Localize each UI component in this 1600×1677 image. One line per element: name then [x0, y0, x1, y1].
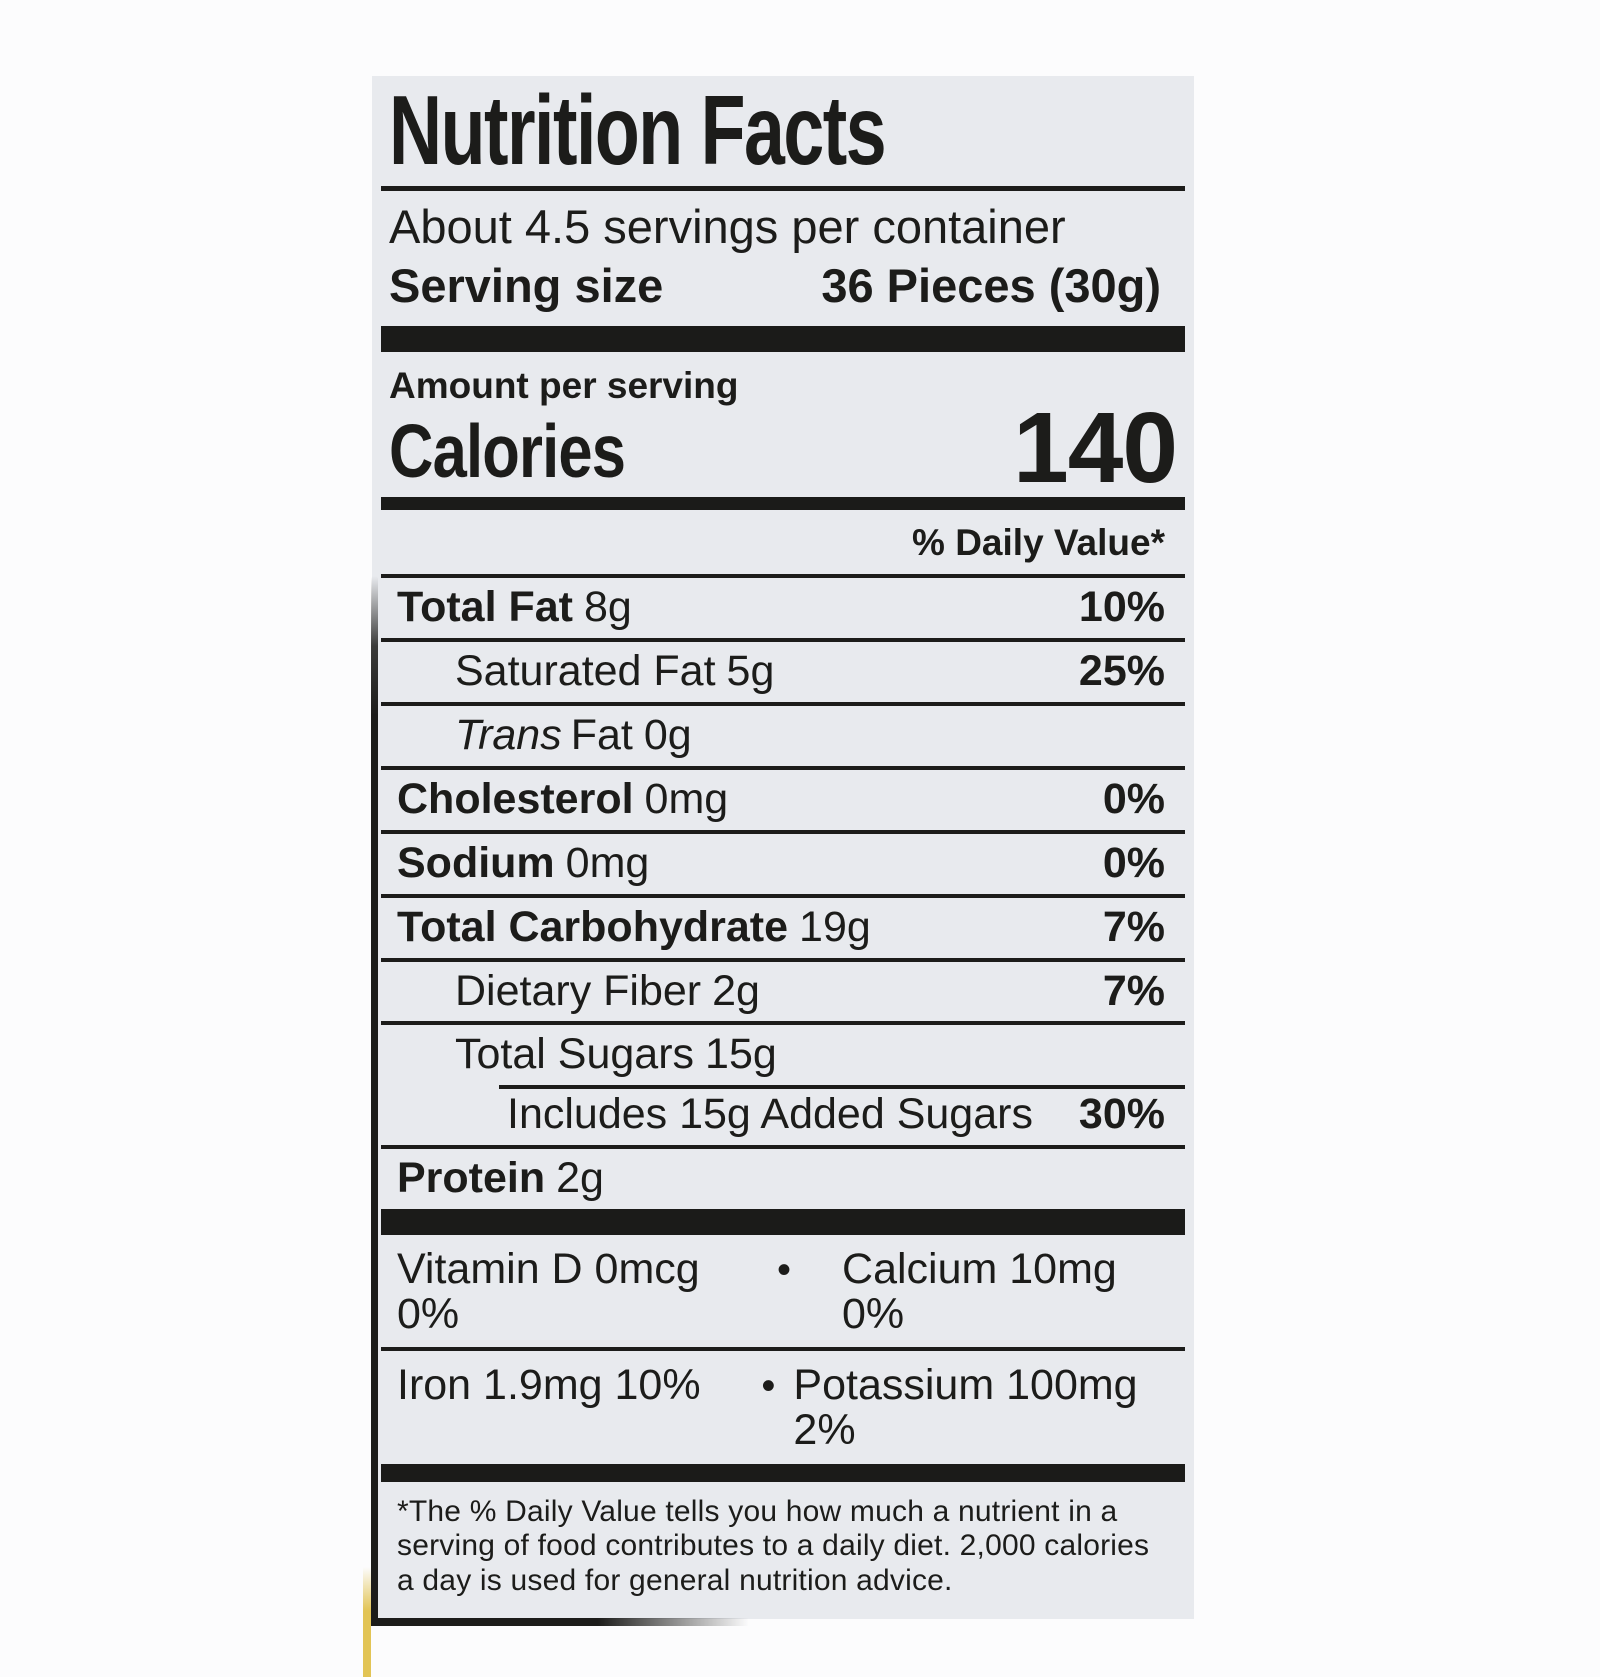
nutrient-name: Saturated Fat — [455, 647, 716, 696]
footnote-line: a day is used for general nutrition advi… — [397, 1564, 953, 1598]
photo-page: { "label": { "title": "Nutrition Facts",… — [363, 76, 1194, 1677]
nutrient-row-protein: Protein 2g — [381, 1145, 1185, 1209]
micronutrient-row-2: Iron 1.9mg 10% • Potassium 100mg 2% — [381, 1347, 1185, 1463]
nutrient-dv: 10% — [1078, 583, 1165, 632]
label-bottom-border — [371, 1617, 750, 1626]
serving-size-label: Serving size — [389, 259, 664, 313]
nutrient-dv: 30% — [1078, 1090, 1165, 1139]
serving-size-value: 36 Pieces (30g) — [821, 259, 1161, 313]
calories-label: Calories — [389, 409, 626, 494]
nutrient-row-total-sugars: Total Sugars 15g — [381, 1021, 1185, 1085]
nutrient-row-sodium: Sodium 0mg 0% — [381, 829, 1185, 894]
nutrient-dv: 25% — [1078, 647, 1165, 696]
footnote: *The % Daily Value tells you how much a … — [381, 1482, 1185, 1619]
nutrient-amount: 2g — [712, 966, 760, 1015]
potassium-value: Potassium 100mg 2% — [793, 1361, 1138, 1455]
nutrient-row-saturated-fat: Saturated Fat 5g 25% — [381, 638, 1185, 702]
micronutrient-row-1: Vitamin D 0mcg 0% • Calcium 10mg 0% — [381, 1235, 1185, 1347]
footnote-line: serving of food contributes to a daily d… — [397, 1529, 1150, 1563]
nutrient-row-dietary-fiber: Dietary Fiber 2g 7% — [381, 957, 1185, 1022]
nutrient-name: Cholesterol — [397, 775, 634, 824]
title-wrap: Nutrition Facts — [381, 75, 1185, 185]
calories-row: Calories 140 — [381, 392, 1185, 505]
nutrient-row-total-carbohydrate: Total Carbohydrate 19g 7% — [381, 893, 1185, 958]
package-edge-accent — [363, 1566, 371, 1677]
nutrient-row-total-fat: Total Fat 8g 10% — [381, 574, 1185, 638]
nutrient-dv: 7% — [1102, 902, 1165, 951]
nutrient-dv: 0% — [1102, 775, 1165, 824]
servings-per-container: About 4.5 servings per container — [389, 200, 1066, 254]
footnote-line: *The % Daily Value tells you how much a … — [397, 1494, 1118, 1528]
divider-bar-medium — [381, 497, 1185, 511]
nutrient-name: Total Carbohydrate — [397, 902, 789, 951]
vitamin-d-value: Vitamin D 0mcg 0% — [397, 1245, 700, 1339]
nutrient-amount: 2g — [556, 1154, 604, 1203]
divider-bar-thick — [381, 326, 1185, 353]
bullet-separator: • — [761, 1364, 776, 1409]
nutrient-amount: 0mg — [644, 775, 729, 824]
nutrient-name: Protein — [397, 1154, 546, 1203]
nutrition-facts-label: Nutrition Facts About 4.5 servings per c… — [363, 75, 1194, 1677]
calories-value: 140 — [1013, 392, 1178, 505]
nutrient-amount: 8g — [583, 583, 632, 632]
nutrient-row-added-sugars: Includes 15g Added Sugars 30% — [381, 1085, 1185, 1145]
nutrient-amount: 5g — [726, 647, 775, 696]
nutrient-name: Sodium — [397, 838, 555, 887]
divider-thin — [381, 186, 1185, 192]
nutrient-row-trans-fat: Trans Fat 0g — [381, 702, 1185, 766]
nutrient-name: Dietary Fiber — [455, 966, 702, 1015]
nutrient-amount: 0g — [643, 711, 692, 760]
trans-italic: Trans — [455, 711, 562, 760]
serving-size-row: Serving size 36 Pieces (30g) — [381, 251, 1185, 326]
amount-per-serving: Amount per serving — [389, 365, 739, 407]
bullet-separator: • — [776, 1248, 791, 1293]
nutrient-name: Trans Fat — [455, 711, 633, 760]
nutrient-name: Total Fat — [397, 583, 573, 632]
divider-bar-thick — [381, 1209, 1185, 1236]
nutrient-name: Includes 15g Added Sugars — [507, 1090, 1033, 1139]
nutrient-amount: 19g — [799, 902, 871, 951]
iron-value: Iron 1.9mg 10% — [397, 1361, 701, 1410]
divider-bar-medium — [381, 1463, 1185, 1482]
nutrition-facts-title: Nutrition Facts — [389, 75, 887, 185]
nutrient-dv: 0% — [1102, 838, 1165, 887]
nutrient-row-cholesterol: Cholesterol 0mg 0% — [381, 766, 1185, 830]
daily-value-header: % Daily Value* — [912, 522, 1165, 564]
nutrient-dv: 7% — [1102, 966, 1165, 1015]
label-left-border — [371, 576, 378, 1625]
nutrient-name: Total Sugars — [455, 1030, 695, 1079]
calcium-value: Calcium 10mg 0% — [842, 1245, 1117, 1339]
nutrient-amount: 15g — [705, 1030, 777, 1079]
nutrient-amount: 0mg — [565, 838, 650, 887]
